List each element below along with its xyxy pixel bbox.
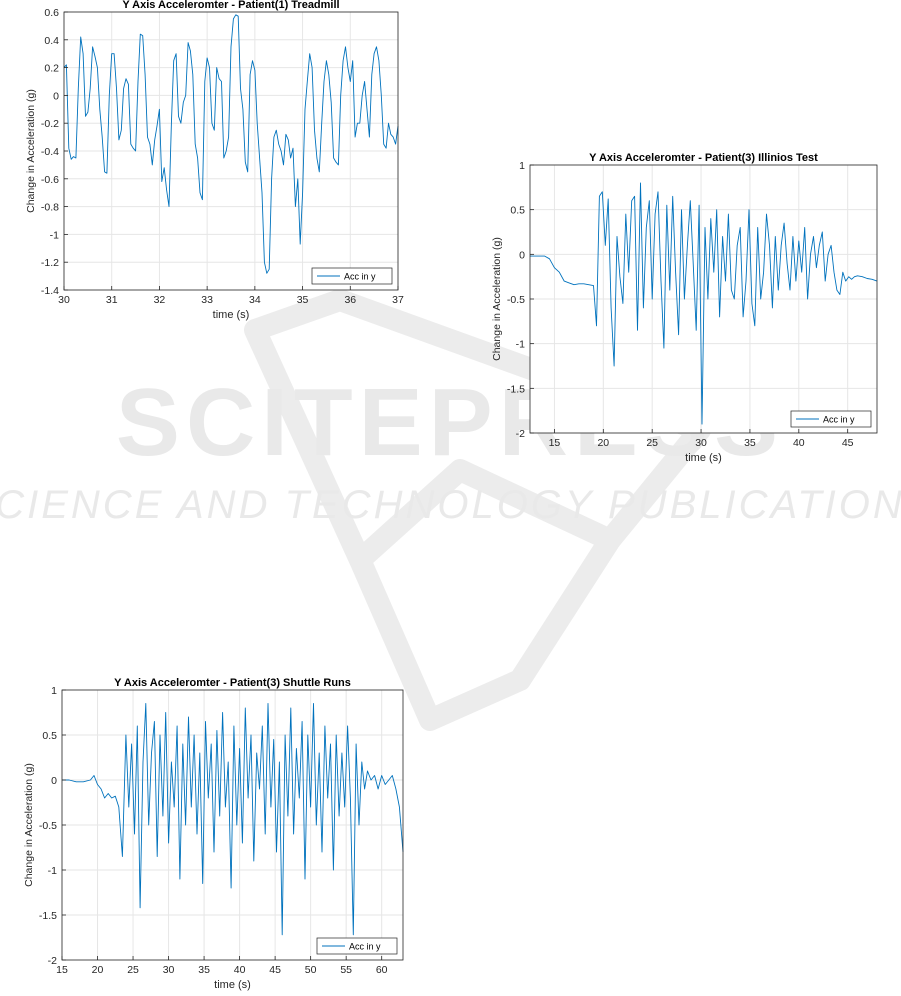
x-tick-label: 40	[234, 964, 246, 976]
y-tick-label: 0	[51, 775, 57, 787]
y-tick-label: -1	[516, 339, 525, 351]
y-tick-label: -0.5	[507, 294, 525, 306]
legend-box	[311, 267, 393, 285]
x-tick-label: 15	[549, 437, 561, 449]
y-tick-label: -0.5	[39, 820, 57, 832]
x-tick-label: 30	[163, 964, 175, 976]
x-tick-label: 30	[695, 437, 707, 449]
y-tick-label: -1.5	[507, 383, 525, 395]
y-tick-label: -2	[48, 955, 57, 967]
x-tick-label: 35	[297, 294, 309, 306]
y-tick-label: 1	[519, 160, 525, 172]
chart-title: Y Axis Acceleromter - Patient(3) Shuttle…	[114, 677, 351, 689]
y-axis-label: Change in Acceleration (g)	[25, 89, 37, 213]
x-tick-label: 45	[842, 437, 854, 449]
x-tick-label: 32	[154, 294, 166, 306]
y-tick-label: 0.5	[510, 205, 525, 217]
chart-title: Y Axis Acceleromter - Patient(3) Illinio…	[589, 152, 818, 164]
y-tick-label: -1.2	[41, 257, 59, 269]
y-tick-label: 0.2	[44, 63, 59, 75]
legend-label: Acc in y	[344, 272, 376, 282]
chart-title: Y Axis Acceleromter - Patient(1) Treadmi…	[122, 0, 339, 11]
x-tick-label: 25	[127, 964, 139, 976]
x-axis-label: time (s)	[213, 309, 250, 321]
legend-box	[790, 410, 872, 428]
legend-box	[316, 937, 398, 955]
x-tick-label: 55	[340, 964, 352, 976]
chart-shuttle-runs: 15 20 25 30 35 40 45 50 55 60 -2 -1.5 -1 -0.5 0 0.5 1 Y A…	[23, 677, 404, 991]
x-tick-label: 36	[344, 294, 356, 306]
y-tick-label: -0.8	[41, 202, 59, 214]
y-tick-label: -1.4	[41, 285, 59, 297]
series-line-acc-in-y	[63, 14, 399, 274]
x-tick-label: 25	[646, 437, 658, 449]
chart-illinois-test: 15 20 25 30 35 40 45 -2 -1.5 -1 -0.5 0 0.5 1 Y Axis Ac…	[491, 152, 878, 464]
y-tick-label: -1	[50, 229, 59, 241]
y-tick-label: -0.2	[41, 118, 59, 130]
x-axis-label: time (s)	[214, 979, 251, 991]
y-tick-label: 0	[519, 249, 525, 261]
x-axis-label: time (s)	[685, 452, 722, 464]
legend-label: Acc in y	[823, 415, 855, 425]
x-tick-label: 20	[92, 964, 104, 976]
y-tick-label: 0.6	[44, 7, 59, 19]
y-tick-label: 0.4	[44, 35, 59, 47]
x-tick-label: 35	[744, 437, 756, 449]
y-axis-label: Change in Acceleration (g)	[491, 237, 503, 361]
legend: Acc in y	[311, 267, 393, 285]
y-tick-label: -0.4	[41, 146, 59, 158]
watermark-subtitle: SCIENCE AND TECHNOLOGY PUBLICATIONS	[0, 483, 901, 527]
y-tick-label: 0.5	[42, 730, 57, 742]
x-tick-label: 35	[198, 964, 210, 976]
series-line-acc-in-y	[62, 703, 404, 936]
y-axis-label: Change in Acceleration (g)	[23, 763, 35, 887]
x-tick-label: 31	[106, 294, 118, 306]
x-tick-label: 50	[305, 964, 317, 976]
y-tick-label: -2	[516, 428, 525, 440]
series-line-acc-in-y	[530, 182, 878, 425]
x-tick-label: 34	[249, 294, 261, 306]
y-tick-label: -1	[48, 865, 57, 877]
x-tick-label: 45	[269, 964, 281, 976]
x-tick-label: 37	[392, 294, 404, 306]
y-tick-label: 0	[53, 90, 59, 102]
x-tick-label: 60	[376, 964, 388, 976]
x-tick-label: 40	[793, 437, 805, 449]
x-tick-label: 33	[201, 294, 213, 306]
x-tick-label: 30	[58, 294, 70, 306]
x-tick-label: 20	[597, 437, 609, 449]
legend-label: Acc in y	[349, 942, 381, 952]
x-tick-label: 15	[56, 964, 68, 976]
y-tick-label: 1	[51, 685, 57, 697]
legend: Acc in y	[316, 937, 398, 955]
y-tick-label: -0.6	[41, 174, 59, 186]
legend: Acc in y	[790, 410, 872, 428]
chart-treadmill: 30 31 32 33 34 35 36 37 -1.4 -1.2 -1 -0.8 -0.6 -0.4 -0…	[25, 0, 404, 321]
y-tick-label: -1.5	[39, 910, 57, 922]
